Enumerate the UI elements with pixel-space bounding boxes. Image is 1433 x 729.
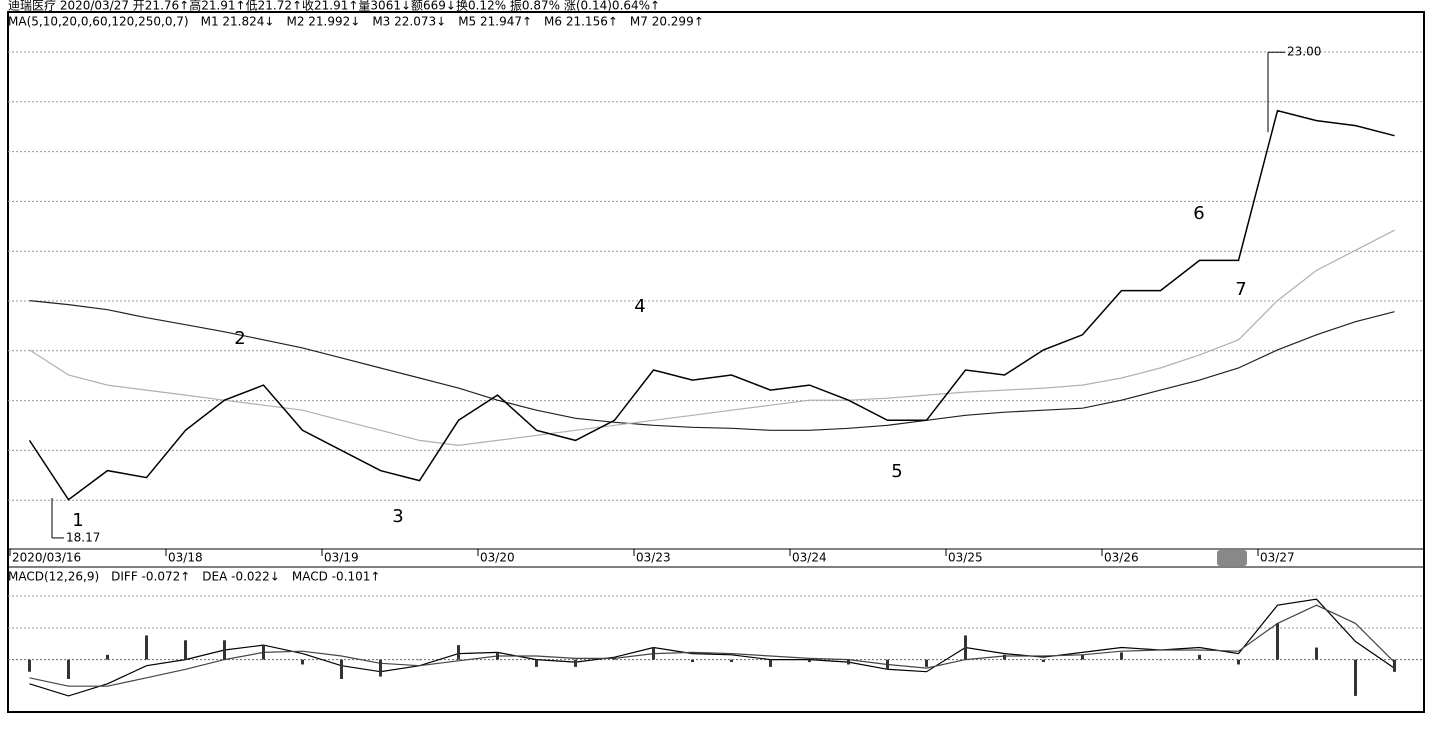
macd-bar — [223, 640, 226, 660]
annotation: 4 — [634, 296, 645, 317]
ma-line — [29, 300, 1395, 431]
macd-bar — [145, 635, 148, 660]
macd-bar — [886, 659, 889, 670]
low-label: 18.17 — [66, 530, 100, 544]
header-item: M1 21.824↓ — [201, 15, 275, 29]
header-item: MACD -0.101↑ — [292, 570, 381, 584]
header-item: M5 21.947↑ — [458, 15, 532, 29]
macd-bar — [691, 659, 694, 663]
macd-bar — [1354, 659, 1357, 696]
x-tick-label: 03/27 — [1260, 551, 1295, 565]
header-item: M2 21.992↓ — [286, 15, 360, 29]
header-item: M6 21.156↑ — [544, 15, 618, 29]
header-item: DIFF -0.072↑ — [111, 570, 190, 584]
x-tick-label: 2020/03/16 — [12, 551, 81, 565]
macd-bar — [1276, 623, 1279, 660]
x-tick-label: 03/24 — [792, 551, 827, 565]
macd-bar — [1003, 654, 1006, 660]
macd-bar — [1120, 652, 1123, 660]
macd-bar — [574, 659, 577, 667]
macd-bar — [808, 659, 811, 663]
macd-bar — [1159, 659, 1162, 661]
annotation: 7 — [1235, 279, 1246, 300]
x-tick-label: 03/20 — [480, 551, 515, 565]
header-item: MA(5,10,20,0,60,120,250,0,7) — [8, 15, 189, 29]
macd-bar — [1237, 659, 1240, 665]
price-line — [28, 109, 1395, 501]
annotation: 3 — [392, 506, 403, 527]
macd-line — [29, 604, 1395, 687]
x-tick-label: 03/25 — [948, 551, 983, 565]
macd-bar — [613, 657, 616, 660]
header-item: M3 22.073↓ — [372, 15, 446, 29]
header-item: DEA -0.022↓ — [202, 570, 280, 584]
macd-bar — [184, 640, 187, 660]
macd-bar — [847, 659, 850, 665]
high-label: 23.00 — [1287, 45, 1321, 59]
ma-line: MA(5,10,20,0,60,120,250,0,7) M1 21.824↓ M2… — [8, 15, 704, 29]
macd-bar — [106, 654, 109, 660]
macd-bar — [418, 659, 421, 661]
macd-bar — [28, 659, 31, 672]
ma-line — [29, 229, 1395, 447]
quote-line: 迪瑞医疗 2020/03/27 开21.76↑高21.91↑低21.72↑收21… — [8, 0, 660, 13]
x-tick-label: 03/26 — [1104, 551, 1139, 565]
macd-bar — [340, 659, 343, 679]
macd-bar — [457, 645, 460, 660]
macd-bar — [1393, 659, 1396, 672]
macd-bar — [1315, 647, 1318, 660]
macd-bar — [262, 645, 265, 660]
macd-bar — [1081, 654, 1084, 660]
macd-bar — [379, 659, 382, 677]
macd-bar — [652, 647, 655, 660]
x-tick-label: 03/23 — [636, 551, 671, 565]
macd-bar — [67, 659, 70, 679]
frame — [7, 11, 1425, 713]
x-tick-label: 03/18 — [168, 551, 203, 565]
scrollbar-thumb[interactable] — [1217, 550, 1247, 566]
annotation: 2 — [234, 328, 245, 349]
header-item: MACD(12,26,9) — [8, 570, 99, 584]
macd-bar — [1042, 659, 1045, 663]
macd-bar — [1198, 654, 1201, 660]
annotation: 1 — [72, 510, 83, 531]
macd-bar — [301, 659, 304, 665]
macd-line: MACD(12,26,9) DIFF -0.072↑ DEA -0.022↓ MACD… — [8, 570, 380, 584]
macd-bar — [964, 635, 967, 660]
macd-bar — [769, 659, 772, 667]
macd-bar — [496, 652, 499, 660]
header-item: M7 20.299↑ — [630, 15, 704, 29]
macd-bar — [925, 659, 928, 667]
annotation: 5 — [891, 461, 902, 482]
macd-bar — [535, 659, 538, 667]
x-tick-label: 03/19 — [324, 551, 359, 565]
annotation: 6 — [1193, 203, 1204, 224]
macd-bar — [730, 659, 733, 663]
